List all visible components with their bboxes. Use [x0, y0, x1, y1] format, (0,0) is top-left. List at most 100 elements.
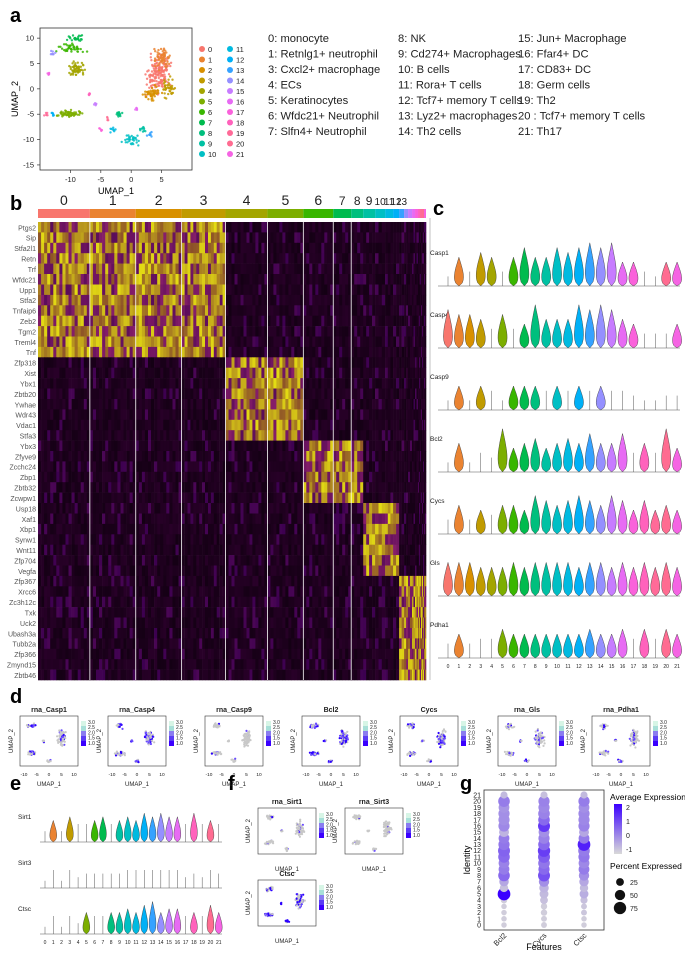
heatmap-cell	[421, 357, 423, 368]
heatmap-cell	[303, 523, 307, 535]
heatmap-cell	[276, 523, 280, 535]
heatmap-cell	[422, 471, 424, 483]
heatmap-cell	[416, 482, 419, 493]
heatmap-cell	[83, 388, 88, 400]
heatmap-cell	[285, 294, 289, 306]
heatmap-cell	[378, 222, 383, 233]
heatmap-cell	[89, 294, 94, 306]
heatmap-cell	[190, 440, 194, 452]
heatmap-cell	[294, 305, 298, 316]
heatmap-cell	[86, 419, 91, 431]
heatmap-cell	[252, 378, 256, 389]
heatmap-cell	[148, 399, 152, 410]
heatmap-cell	[421, 419, 423, 431]
heatmap-cell	[279, 294, 283, 306]
heatmap-cell	[252, 430, 256, 441]
heatmap-cell	[306, 294, 310, 306]
heatmap-cell	[129, 315, 133, 327]
heatmap-cell	[288, 399, 292, 410]
heatmap-cell	[144, 284, 149, 296]
heatmap-cell	[324, 242, 328, 254]
heatmap-cell	[71, 503, 75, 514]
heatmap-cell	[47, 492, 51, 504]
heatmap-cell	[135, 346, 140, 358]
heatmap-cell	[354, 492, 358, 504]
heatmap-cell	[208, 492, 212, 504]
heatmap-cell	[416, 409, 419, 421]
heatmap-cell	[111, 263, 115, 275]
heatmap-cell	[74, 430, 78, 441]
heatmap-cell	[178, 346, 182, 358]
heatmap-cell	[59, 388, 63, 400]
heatmap-cell	[86, 430, 91, 441]
heatmap-cell	[129, 253, 133, 264]
heatmap-cell	[117, 263, 121, 275]
heatmap-cell	[181, 253, 185, 264]
heatmap-cell	[312, 388, 316, 400]
heatmap-cell	[387, 305, 391, 316]
heatmap-cell	[416, 367, 419, 379]
heatmap-cell	[89, 315, 94, 327]
heatmap-cell	[172, 274, 176, 285]
heatmap-cell	[99, 451, 103, 462]
heatmap-cell	[300, 242, 304, 254]
heatmap-cell	[202, 305, 206, 316]
heatmap-cell	[375, 326, 379, 337]
heatmap-cell	[126, 336, 130, 348]
heatmap-cell	[160, 471, 164, 483]
heatmap-cell	[378, 378, 383, 389]
heatmap-cell	[312, 461, 316, 473]
heatmap-cell	[169, 419, 173, 431]
heatmap-cell	[291, 326, 295, 337]
heatmap-cell	[163, 534, 167, 545]
heatmap-cell	[315, 419, 319, 431]
heatmap-cell	[99, 294, 103, 306]
heatmap-cell	[123, 388, 127, 400]
umap-cell-point	[50, 111, 53, 115]
heatmap-cell	[410, 222, 413, 233]
heatmap-cell	[163, 388, 167, 400]
heatmap-cell	[339, 326, 343, 337]
heatmap-cell	[330, 242, 334, 254]
heatmap-cell	[264, 461, 268, 473]
heatmap-cell	[114, 513, 118, 525]
heatmap-cell	[123, 534, 127, 545]
heatmap-cell	[114, 378, 118, 389]
heatmap-cell	[255, 419, 259, 431]
heatmap-cell	[44, 471, 48, 483]
heatmap-cell	[327, 503, 331, 514]
heatmap-cell	[255, 305, 259, 316]
heatmap-cell	[196, 294, 200, 306]
heatmap-cell	[385, 513, 389, 525]
heatmap-cell	[208, 513, 212, 525]
heatmap-cell	[309, 242, 313, 254]
umap-cell-point	[154, 50, 157, 53]
heatmap-cell	[222, 367, 226, 379]
heatmap-cell	[399, 461, 402, 473]
heatmap-cell	[252, 305, 256, 316]
umap-legend-label: 15	[236, 87, 244, 96]
heatmap-cell	[345, 430, 349, 441]
heatmap-cell	[108, 305, 112, 316]
heatmap-cell	[80, 242, 85, 254]
umap-legend-label: 14	[236, 77, 244, 86]
heatmap-cell	[41, 378, 45, 389]
heatmap-cell	[202, 336, 206, 348]
heatmap-cell	[83, 513, 88, 525]
umap-cell-point	[128, 136, 132, 139]
heatmap-cell	[419, 367, 421, 379]
heatmap-cell	[303, 274, 307, 285]
heatmap-cell	[375, 242, 379, 254]
heatmap-cell	[360, 274, 364, 285]
heatmap-cell	[381, 336, 386, 348]
heatmap-cell	[273, 461, 277, 473]
heatmap-cell	[96, 440, 100, 452]
heatmap-cell	[68, 367, 72, 379]
umap-legend-swatch	[227, 130, 233, 136]
heatmap-cell	[181, 263, 185, 275]
heatmap-cluster-label: 4	[243, 192, 251, 208]
heatmap-cell	[425, 419, 427, 431]
heatmap-cell	[351, 242, 355, 254]
heatmap-cell	[160, 378, 164, 389]
heatmap-cell	[41, 274, 45, 285]
